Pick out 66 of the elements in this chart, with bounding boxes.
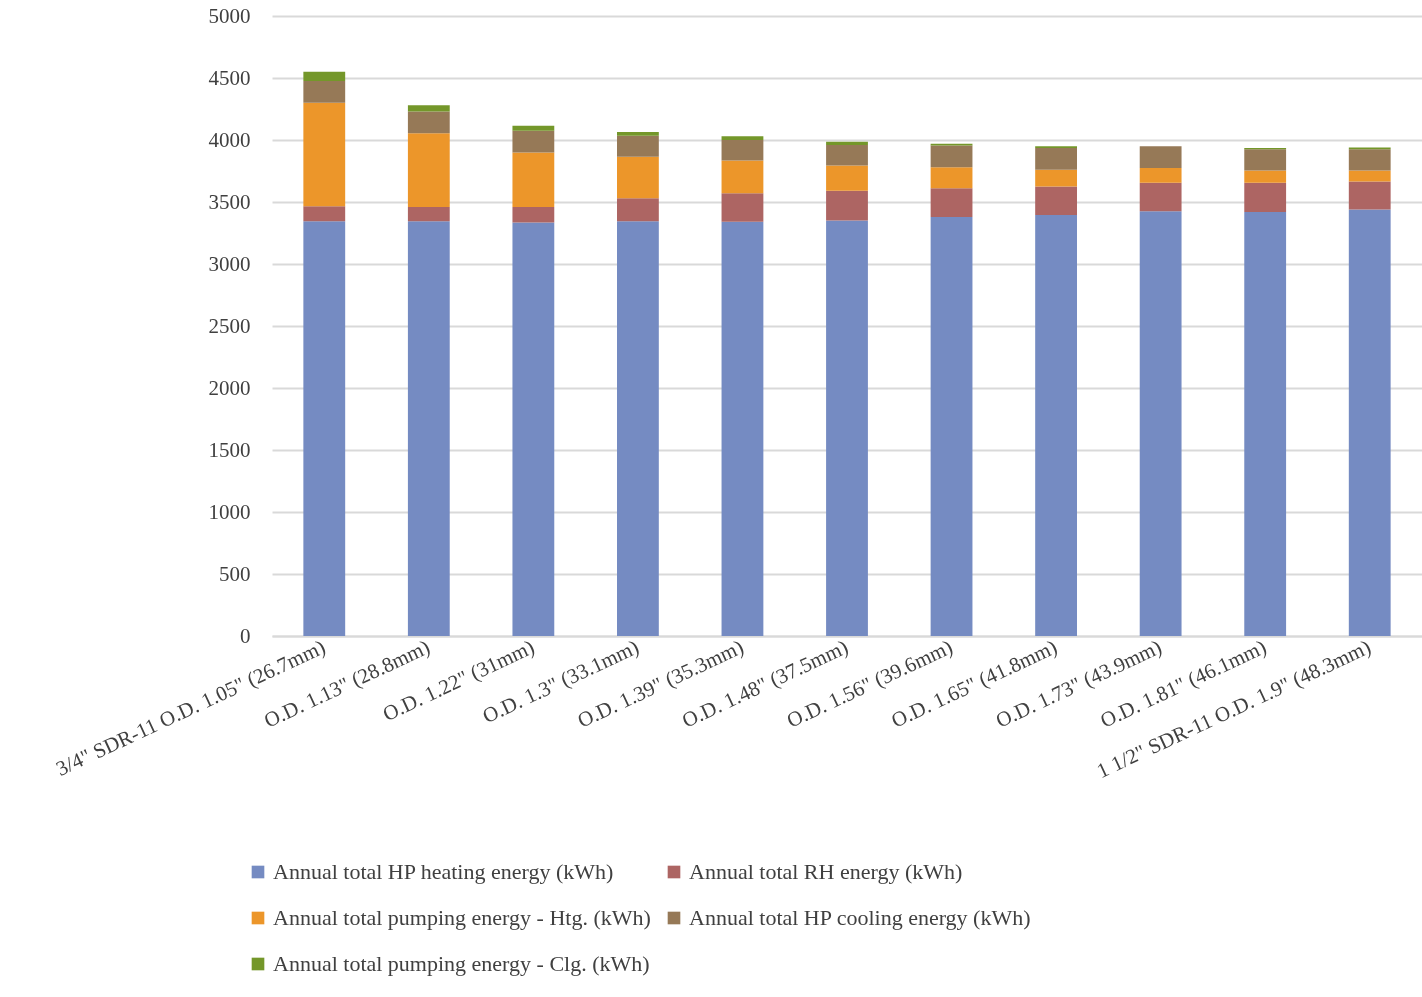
bar bbox=[721, 140, 764, 161]
bar bbox=[1139, 182, 1182, 212]
y-tick-label: 1500 bbox=[208, 437, 251, 462]
y-tick-label: 4500 bbox=[208, 65, 251, 90]
bar bbox=[1035, 215, 1077, 636]
bar bbox=[617, 221, 659, 636]
bar bbox=[1348, 149, 1391, 171]
bar bbox=[1035, 169, 1077, 187]
bar bbox=[826, 220, 868, 636]
bar bbox=[930, 188, 973, 217]
legend-label: Annual total pumping energy - Clg. (kWh) bbox=[273, 951, 650, 976]
bar bbox=[303, 102, 346, 207]
legend-label: Annual total RH energy (kWh) bbox=[689, 859, 963, 884]
bar bbox=[1139, 146, 1182, 168]
bar bbox=[303, 206, 346, 222]
bar bbox=[407, 221, 450, 636]
y-tick-label: 3500 bbox=[208, 189, 251, 214]
bar bbox=[303, 221, 346, 636]
legend-label: Annual total HP cooling energy (kWh) bbox=[689, 905, 1031, 930]
bar bbox=[512, 206, 555, 223]
bar bbox=[826, 141, 868, 145]
bar bbox=[617, 156, 659, 199]
bar bbox=[512, 152, 555, 207]
bar bbox=[1244, 182, 1287, 212]
bar bbox=[617, 135, 659, 157]
bar bbox=[1244, 211, 1287, 636]
y-tick-label: 1000 bbox=[208, 499, 251, 524]
y-tick-label: 500 bbox=[219, 561, 251, 586]
bar bbox=[407, 105, 450, 112]
bar bbox=[407, 111, 450, 134]
bar bbox=[407, 206, 450, 222]
y-tick-label: 5000 bbox=[208, 3, 251, 28]
bar bbox=[930, 145, 973, 168]
bar bbox=[1244, 149, 1287, 171]
bar bbox=[721, 221, 764, 636]
bar bbox=[617, 198, 659, 222]
y-tick-label: 0 bbox=[240, 623, 251, 648]
bar bbox=[1035, 148, 1077, 170]
bar bbox=[721, 160, 764, 194]
y-tick-label: 2000 bbox=[208, 375, 251, 400]
y-tick-label: 4000 bbox=[208, 127, 251, 152]
bar bbox=[512, 130, 555, 153]
bar bbox=[930, 216, 973, 636]
bar bbox=[303, 71, 346, 82]
bar bbox=[1348, 170, 1391, 182]
y-tick-label: 3000 bbox=[208, 251, 251, 276]
bar bbox=[826, 165, 868, 191]
bar bbox=[721, 136, 764, 140]
bar bbox=[1139, 167, 1182, 183]
bar bbox=[826, 190, 868, 221]
bar bbox=[826, 144, 868, 166]
bar bbox=[1139, 211, 1182, 636]
bar bbox=[1035, 186, 1077, 216]
bar bbox=[1244, 170, 1287, 183]
bar bbox=[1348, 209, 1391, 636]
legend-label: Annual total HP heating energy (kWh) bbox=[273, 859, 614, 884]
bar bbox=[721, 193, 764, 222]
legend-label: Annual total pumping energy - Htg. (kWh) bbox=[273, 905, 651, 930]
bar bbox=[1348, 181, 1391, 210]
bar bbox=[512, 222, 555, 636]
bar bbox=[407, 133, 450, 207]
bar bbox=[512, 125, 555, 131]
bar bbox=[617, 131, 659, 136]
bar bbox=[303, 81, 346, 103]
y-tick-label: 2500 bbox=[208, 313, 251, 338]
bar bbox=[930, 167, 973, 189]
